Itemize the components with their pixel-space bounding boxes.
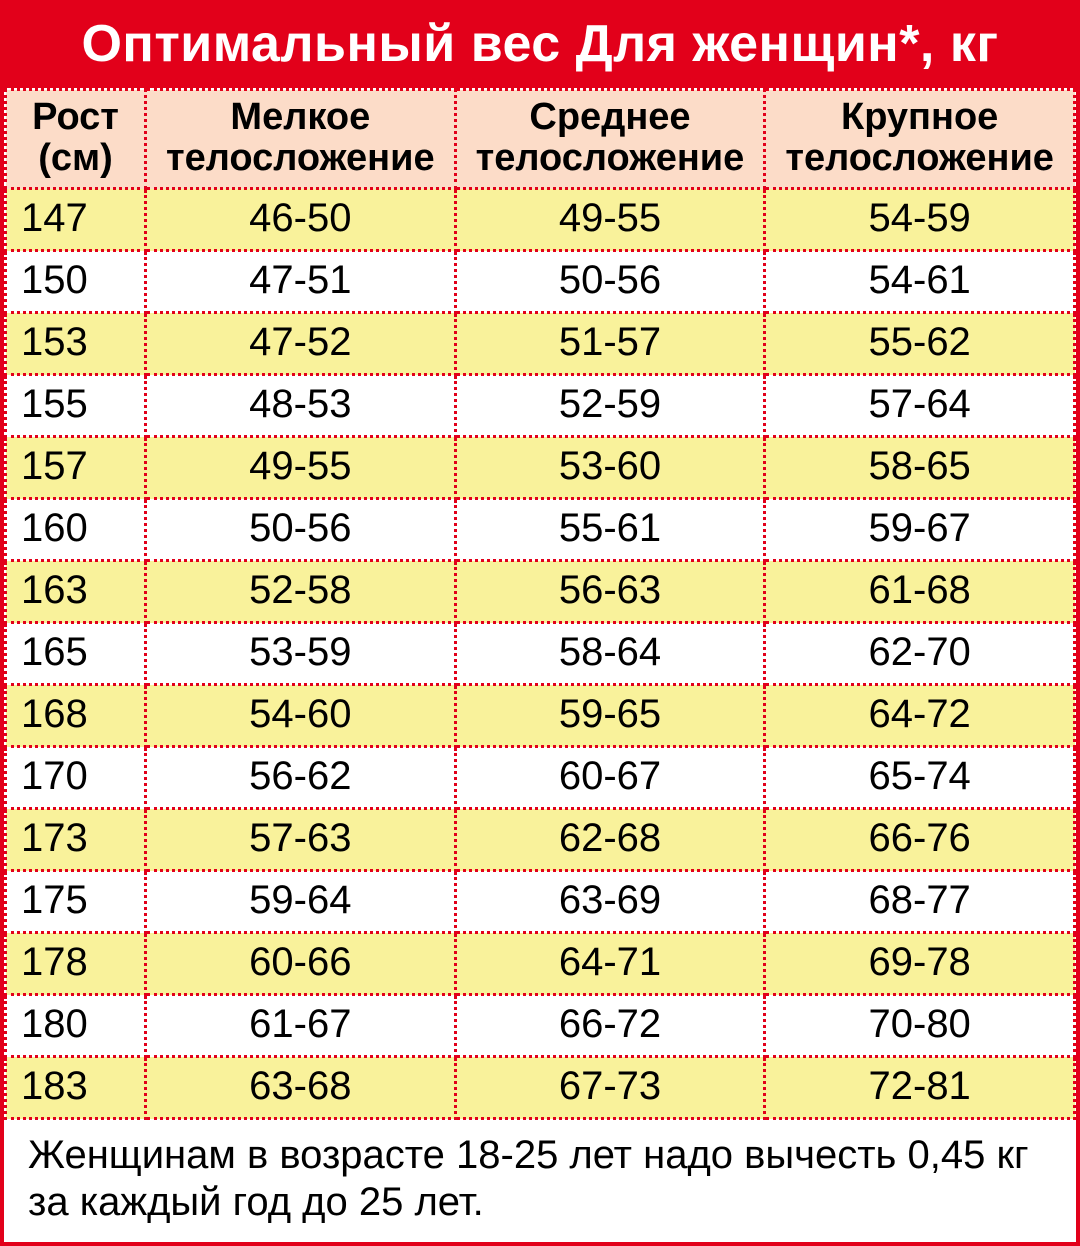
cell: 47-51 <box>146 251 456 313</box>
cell: 183 <box>6 1057 146 1119</box>
table-row: 18061-6766-7270-80 <box>6 995 1075 1057</box>
cell: 58-65 <box>765 437 1075 499</box>
cell: 153 <box>6 313 146 375</box>
cell: 66-76 <box>765 809 1075 871</box>
cell: 173 <box>6 809 146 871</box>
cell: 59-65 <box>455 685 765 747</box>
cell: 54-60 <box>146 685 456 747</box>
table-row: 17860-6664-7169-78 <box>6 933 1075 995</box>
table-row: 15047-5150-5654-61 <box>6 251 1075 313</box>
table-row: 16854-6059-6564-72 <box>6 685 1075 747</box>
cell: 57-63 <box>146 809 456 871</box>
cell: 178 <box>6 933 146 995</box>
cell: 72-81 <box>765 1057 1075 1119</box>
cell: 52-58 <box>146 561 456 623</box>
cell: 49-55 <box>146 437 456 499</box>
cell: 60-66 <box>146 933 456 995</box>
cell: 150 <box>6 251 146 313</box>
cell: 55-61 <box>455 499 765 561</box>
table-header-row: Рост (см) Мелкое телосложение Среднее те… <box>6 90 1075 189</box>
cell: 53-59 <box>146 623 456 685</box>
cell: 67-73 <box>455 1057 765 1119</box>
cell: 64-72 <box>765 685 1075 747</box>
table-row: 16553-5958-6462-70 <box>6 623 1075 685</box>
cell: 61-67 <box>146 995 456 1057</box>
col-small: Мелкое телосложение <box>146 90 456 189</box>
cell: 60-67 <box>455 747 765 809</box>
cell: 147 <box>6 189 146 251</box>
cell: 170 <box>6 747 146 809</box>
cell: 168 <box>6 685 146 747</box>
cell: 65-74 <box>765 747 1075 809</box>
cell: 52-59 <box>455 375 765 437</box>
cell: 61-68 <box>765 561 1075 623</box>
cell: 66-72 <box>455 995 765 1057</box>
cell: 63-68 <box>146 1057 456 1119</box>
cell: 63-69 <box>455 871 765 933</box>
col-medium: Среднее телосложение <box>455 90 765 189</box>
cell: 54-61 <box>765 251 1075 313</box>
cell: 68-77 <box>765 871 1075 933</box>
cell: 180 <box>6 995 146 1057</box>
cell: 155 <box>6 375 146 437</box>
cell: 157 <box>6 437 146 499</box>
table-row: 14746-5049-5554-59 <box>6 189 1075 251</box>
cell: 57-64 <box>765 375 1075 437</box>
table-row: 17559-6463-6968-77 <box>6 871 1075 933</box>
table-row: 15347-5251-5755-62 <box>6 313 1075 375</box>
cell: 55-62 <box>765 313 1075 375</box>
cell: 59-64 <box>146 871 456 933</box>
col-large: Крупное телосложение <box>765 90 1075 189</box>
cell: 59-67 <box>765 499 1075 561</box>
table-row: 16050-5655-6159-67 <box>6 499 1075 561</box>
cell: 46-50 <box>146 189 456 251</box>
cell: 56-62 <box>146 747 456 809</box>
table-row: 16352-5856-6361-68 <box>6 561 1075 623</box>
table-row: 15749-5553-6058-65 <box>6 437 1075 499</box>
weight-table-container: Оптимальный вес Для женщин*, кг Рост (см… <box>0 0 1080 1246</box>
cell: 62-70 <box>765 623 1075 685</box>
cell: 48-53 <box>146 375 456 437</box>
cell: 160 <box>6 499 146 561</box>
col-height: Рост (см) <box>6 90 146 189</box>
table-body: 14746-5049-5554-59 15047-5150-5654-61 15… <box>6 189 1075 1119</box>
cell: 56-63 <box>455 561 765 623</box>
cell: 62-68 <box>455 809 765 871</box>
table-row: 15548-5352-5957-64 <box>6 375 1075 437</box>
cell: 54-59 <box>765 189 1075 251</box>
cell: 165 <box>6 623 146 685</box>
table-row: 18363-6867-7372-81 <box>6 1057 1075 1119</box>
cell: 47-52 <box>146 313 456 375</box>
cell: 64-71 <box>455 933 765 995</box>
weight-table: Рост (см) Мелкое телосложение Среднее те… <box>4 88 1076 1120</box>
cell: 70-80 <box>765 995 1075 1057</box>
cell: 163 <box>6 561 146 623</box>
cell: 58-64 <box>455 623 765 685</box>
cell: 69-78 <box>765 933 1075 995</box>
cell: 175 <box>6 871 146 933</box>
cell: 53-60 <box>455 437 765 499</box>
cell: 50-56 <box>455 251 765 313</box>
table-title: Оптимальный вес Для женщин*, кг <box>4 4 1076 88</box>
table-footnote: Женщинам в возрасте 18-25 лет надо вычес… <box>4 1120 1076 1242</box>
table-row: 17056-6260-6765-74 <box>6 747 1075 809</box>
cell: 50-56 <box>146 499 456 561</box>
table-row: 17357-6362-6866-76 <box>6 809 1075 871</box>
cell: 49-55 <box>455 189 765 251</box>
cell: 51-57 <box>455 313 765 375</box>
